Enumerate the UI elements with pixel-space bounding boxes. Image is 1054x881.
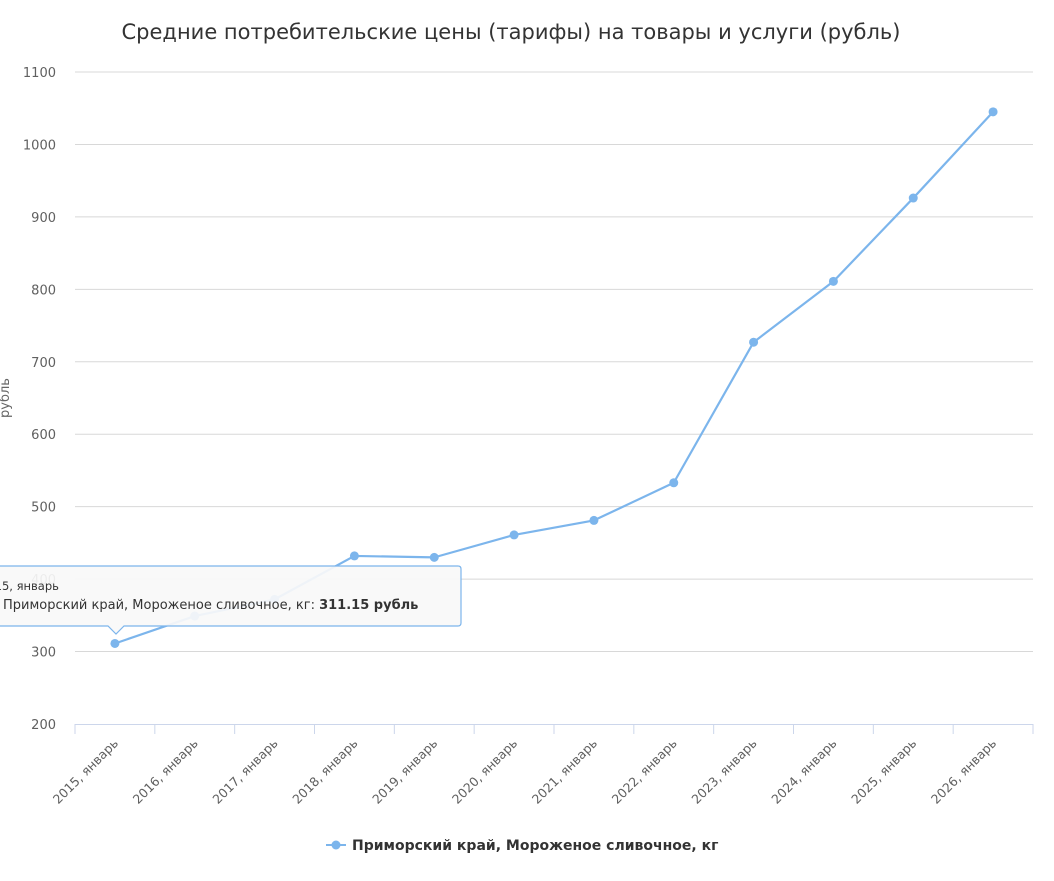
x-tick-label: 2023, январь [688, 736, 759, 807]
x-tick-label: 2020, январь [449, 736, 520, 807]
x-axis: 2015, январь 2016, январь 2017, январь 2018… [50, 724, 1034, 807]
x-tick-label: 2017, январь [209, 736, 280, 807]
legend-item-label: Приморский край, Мороженое сливочное, кг [352, 838, 718, 854]
legend-marker [331, 840, 341, 850]
y-tick-label: 600 [31, 428, 56, 443]
data-point[interactable] [349, 551, 359, 561]
data-point[interactable] [988, 107, 998, 117]
x-tick-label: 2015, январь [50, 736, 121, 807]
data-point[interactable] [429, 552, 439, 562]
x-tick-label: 2018, январь [289, 736, 360, 807]
tooltip-body: Приморский край, Мороженое сливочное, кг… [3, 598, 418, 613]
y-axis-label: рубль [0, 378, 13, 418]
tooltip-series-label: Приморский край, Мороженое сливочное, кг… [3, 598, 319, 613]
y-tick-label: 700 [31, 356, 56, 371]
y-tick-label: 200 [31, 718, 56, 733]
x-tick-label: 2016, январь [130, 736, 201, 807]
y-tick-label: 900 [31, 211, 56, 226]
tooltip-box [0, 565, 462, 635]
data-point[interactable] [589, 515, 599, 525]
y-axis-ticks: 20030040050060070080090010001100 [23, 66, 56, 733]
gridlines [75, 71, 1033, 653]
data-point[interactable] [669, 478, 679, 488]
legend[interactable]: Приморский край, Мороженое сливочное, кг [326, 838, 718, 854]
data-point[interactable] [509, 530, 519, 540]
data-point[interactable] [828, 276, 838, 286]
tooltip-header: 2015, январь [0, 579, 59, 593]
y-tick-label: 300 [31, 646, 56, 661]
x-tick-label: 2024, январь [768, 736, 839, 807]
data-point[interactable] [749, 337, 759, 347]
y-tick-label: 1100 [23, 66, 56, 81]
x-tick-label: 2026, январь [928, 736, 999, 807]
y-tick-label: 800 [31, 283, 56, 298]
x-tick-label: 2025, январь [848, 736, 919, 807]
series-line [114, 111, 994, 645]
x-tick-label: 2022, январь [609, 736, 680, 807]
y-tick-label: 1000 [23, 138, 56, 153]
tooltip: 2015, январь Приморский край, Мороженое … [0, 565, 462, 635]
x-tick-label: 2021, январь [529, 736, 600, 807]
x-tick-label: 2019, январь [369, 736, 440, 807]
chart-title: Средние потребительские цены (тарифы) на… [122, 20, 901, 44]
data-point[interactable] [110, 638, 120, 648]
y-tick-label: 500 [31, 501, 56, 516]
tooltip-value: 311.15 рубль [319, 598, 418, 613]
data-point[interactable] [908, 193, 918, 203]
